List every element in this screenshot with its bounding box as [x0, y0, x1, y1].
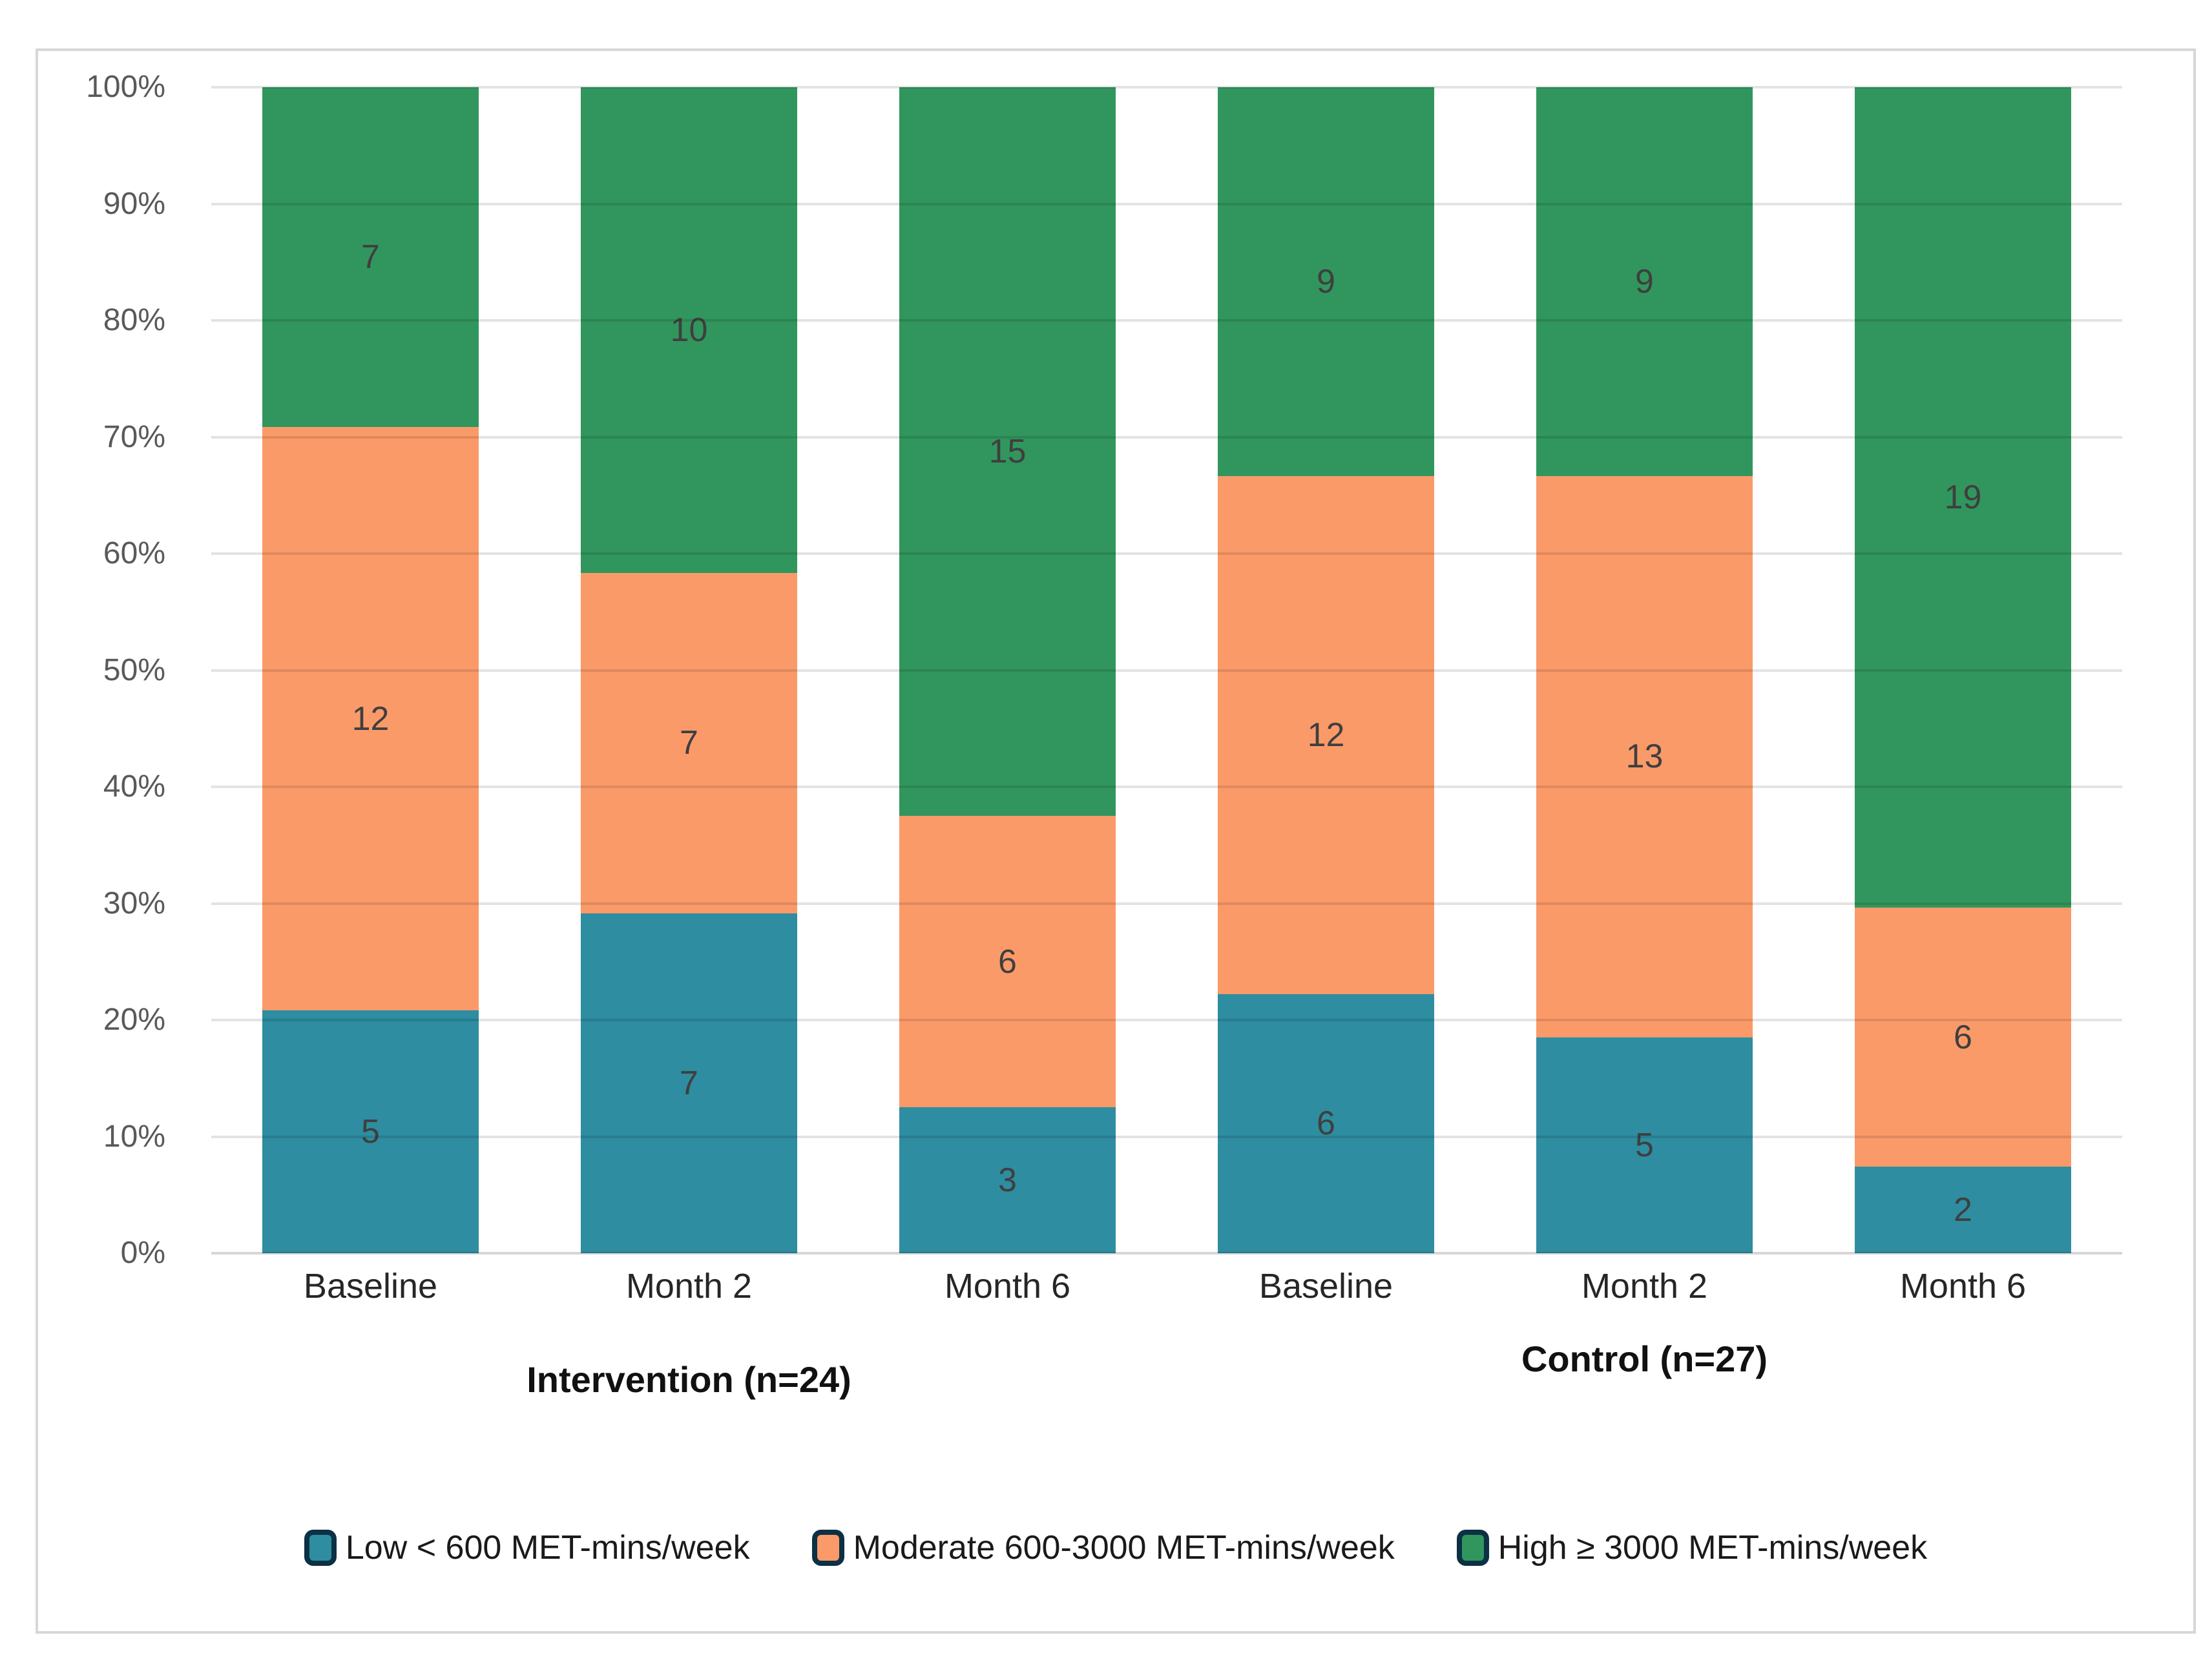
legend-label-low: Low < 600 MET-mins/week — [345, 1529, 750, 1567]
bar-segment-high: 7 — [262, 87, 479, 428]
legend: Low < 600 MET-mins/week Moderate 600-300… — [38, 1530, 2193, 1566]
bar-segment-value-label: 19 — [1944, 479, 1982, 517]
bar-segment-moderate: 12 — [1217, 475, 1435, 994]
legend-label-moderate: Moderate 600-3000 MET-mins/week — [853, 1529, 1395, 1567]
bar-slot-4: 6 12 9 — [1167, 87, 1485, 1253]
bar-segment-value-label: 12 — [1307, 716, 1345, 754]
bar-segment-value-label: 13 — [1625, 738, 1664, 776]
bars-container: 5 12 7 7 7 10 3 6 15 6 12 9 5 13 9 2 6 19 — [211, 87, 2122, 1253]
bar-segment-low: 5 — [262, 1010, 479, 1253]
bar-segment-value-label: 7 — [680, 1064, 698, 1102]
bar-slot-1: 5 12 7 — [211, 87, 530, 1253]
bar-slot-2: 7 7 10 — [530, 87, 848, 1253]
y-axis: 0% 10% 20% 30% 40% 50% 60% 70% 80% 90% 100% — [0, 72, 189, 1269]
bar-segment-moderate: 13 — [1536, 475, 1753, 1037]
x-axis: Baseline Month 2 Month 6 Baseline Month 2 Mon… — [211, 1267, 2122, 1306]
x-axis-category-label: Baseline — [303, 1267, 438, 1306]
group-label-intervention: Intervention (n=24) — [527, 1359, 851, 1400]
legend-label-high: High ≥ 3000 MET-mins/week — [1497, 1529, 1928, 1567]
stacked-bar-4: 6 12 9 — [1217, 87, 1435, 1253]
bar-segment-value-label: 3 — [998, 1161, 1017, 1200]
legend-swatch-low-icon — [304, 1530, 337, 1566]
y-axis-tick-label: 0% — [120, 1236, 165, 1270]
y-axis-tick-label: 40% — [103, 769, 165, 804]
bar-slot-3: 3 6 15 — [848, 87, 1167, 1253]
plot-area: 5 12 7 7 7 10 3 6 15 6 12 9 5 13 9 2 6 19 — [211, 86, 2122, 1254]
x-axis-category-label: Month 6 — [944, 1267, 1071, 1306]
bar-segment-moderate: 6 — [899, 816, 1116, 1108]
bar-segment-low: 3 — [899, 1107, 1116, 1253]
y-axis-tick-label: 90% — [103, 186, 165, 221]
bar-slot-6: 2 6 19 — [1804, 87, 2122, 1253]
bar-segment-value-label: 2 — [1954, 1191, 1972, 1229]
bar-segment-high: 19 — [1854, 87, 2072, 908]
stacked-bar-1: 5 12 7 — [262, 87, 479, 1253]
bar-segment-moderate: 7 — [580, 573, 798, 913]
y-axis-tick-label: 10% — [103, 1119, 165, 1154]
bar-segment-value-label: 5 — [1635, 1126, 1654, 1164]
bar-segment-high: 15 — [899, 87, 1116, 817]
group-label-control: Control (n=27) — [1521, 1338, 1768, 1379]
bar-slot-5: 5 13 9 — [1485, 87, 1804, 1253]
bar-segment-value-label: 10 — [670, 311, 708, 349]
y-axis-tick-label: 70% — [103, 419, 165, 454]
stacked-bar-3: 3 6 15 — [899, 87, 1116, 1253]
legend-swatch-moderate-icon — [811, 1530, 844, 1566]
x-axis-category-label: Month 6 — [1899, 1267, 2027, 1306]
bar-segment-moderate: 12 — [262, 427, 479, 1010]
stacked-bar-6: 2 6 19 — [1854, 87, 2072, 1253]
y-axis-tick-label: 80% — [103, 303, 165, 337]
bar-segment-high: 10 — [580, 87, 798, 574]
bar-segment-value-label: 15 — [988, 433, 1027, 471]
legend-item-low: Low < 600 MET-mins/week — [304, 1530, 750, 1566]
stacked-bar-2: 7 7 10 — [580, 87, 798, 1253]
legend-item-high: High ≥ 3000 MET-mins/week — [1456, 1529, 1928, 1567]
bar-segment-value-label: 12 — [351, 700, 390, 738]
bar-segment-low: 6 — [1217, 994, 1435, 1253]
y-axis-tick-label: 100% — [86, 70, 165, 104]
legend-item-moderate: Moderate 600-3000 MET-mins/week — [811, 1529, 1395, 1567]
bar-segment-high: 9 — [1536, 87, 1753, 476]
legend-swatch-high-icon — [1456, 1530, 1489, 1566]
bar-segment-value-label: 6 — [1317, 1105, 1335, 1143]
bar-segment-low: 5 — [1536, 1037, 1753, 1253]
bar-segment-value-label: 6 — [1954, 1018, 1972, 1056]
bar-segment-moderate: 6 — [1854, 908, 2072, 1167]
y-axis-tick-label: 60% — [103, 536, 165, 570]
bar-segment-low: 7 — [580, 913, 798, 1253]
y-axis-tick-label: 50% — [103, 652, 165, 687]
bar-segment-value-label: 9 — [1317, 262, 1335, 300]
bar-segment-low: 2 — [1854, 1167, 2072, 1253]
x-axis-category-label: Month 2 — [625, 1267, 753, 1306]
x-axis-category-label: Month 2 — [1581, 1267, 1708, 1306]
x-axis-category-label: Baseline — [1258, 1267, 1393, 1306]
y-axis-tick-label: 20% — [103, 1003, 165, 1037]
bar-segment-value-label: 9 — [1635, 262, 1654, 300]
bar-segment-high: 9 — [1217, 87, 1435, 476]
bar-segment-value-label: 6 — [998, 942, 1017, 981]
bar-segment-value-label: 7 — [680, 724, 698, 762]
bar-segment-value-label: 5 — [361, 1112, 380, 1150]
y-axis-tick-label: 30% — [103, 886, 165, 921]
stacked-bar-5: 5 13 9 — [1536, 87, 1753, 1253]
bar-segment-value-label: 7 — [361, 238, 380, 276]
